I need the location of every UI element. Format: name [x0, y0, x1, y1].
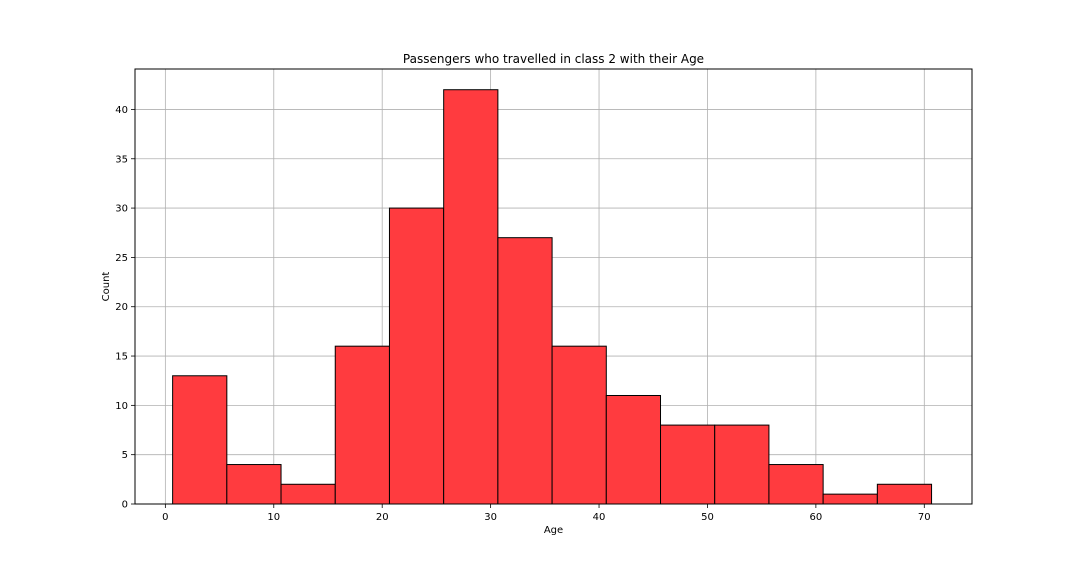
x-tick-label: 70 — [918, 512, 931, 523]
x-tick-label: 0 — [162, 512, 168, 523]
x-tick-label: 40 — [593, 512, 606, 523]
histogram-bar — [876, 483, 933, 505]
x-axis-label: Age — [544, 525, 563, 536]
histogram-bar — [388, 207, 445, 505]
y-tick-label: 20 — [115, 302, 128, 313]
x-tick-label: 30 — [484, 512, 497, 523]
y-tick-label: 40 — [115, 105, 128, 116]
histogram-bar — [443, 89, 499, 505]
histogram-bar — [226, 464, 282, 505]
y-tick-label: 35 — [115, 154, 128, 165]
y-axis-label: Count — [101, 272, 112, 302]
histogram-bar — [551, 345, 607, 505]
x-tick-label: 60 — [810, 512, 823, 523]
histogram-bar — [280, 483, 336, 505]
histogram-bar — [714, 424, 770, 505]
y-tick-label: 30 — [115, 204, 128, 215]
x-tick-label: 20 — [376, 512, 389, 523]
ticks: 0 10 20 30 40 50 60 70 0 5 10 15 20 25 30 35 40 — [115, 105, 930, 523]
x-tick-label: 50 — [701, 512, 714, 523]
y-tick-label: 15 — [115, 352, 128, 363]
histogram-bar — [334, 345, 390, 505]
histogram-bar — [768, 464, 824, 505]
histogram-bar — [660, 424, 716, 505]
histogram-bar — [605, 394, 662, 505]
y-tick-label: 10 — [115, 401, 128, 412]
y-tick-label: 25 — [115, 253, 128, 264]
y-tick-label: 0 — [122, 500, 128, 511]
histogram-bar — [822, 493, 878, 505]
x-tick-label: 10 — [267, 512, 280, 523]
chart-title: Passengers who travelled in class 2 with… — [403, 52, 704, 66]
y-tick-label: 5 — [122, 450, 128, 461]
histogram-bar — [497, 237, 553, 505]
histogram-bar — [172, 375, 228, 505]
bars — [172, 89, 933, 505]
axes-frame — [134, 68, 973, 505]
